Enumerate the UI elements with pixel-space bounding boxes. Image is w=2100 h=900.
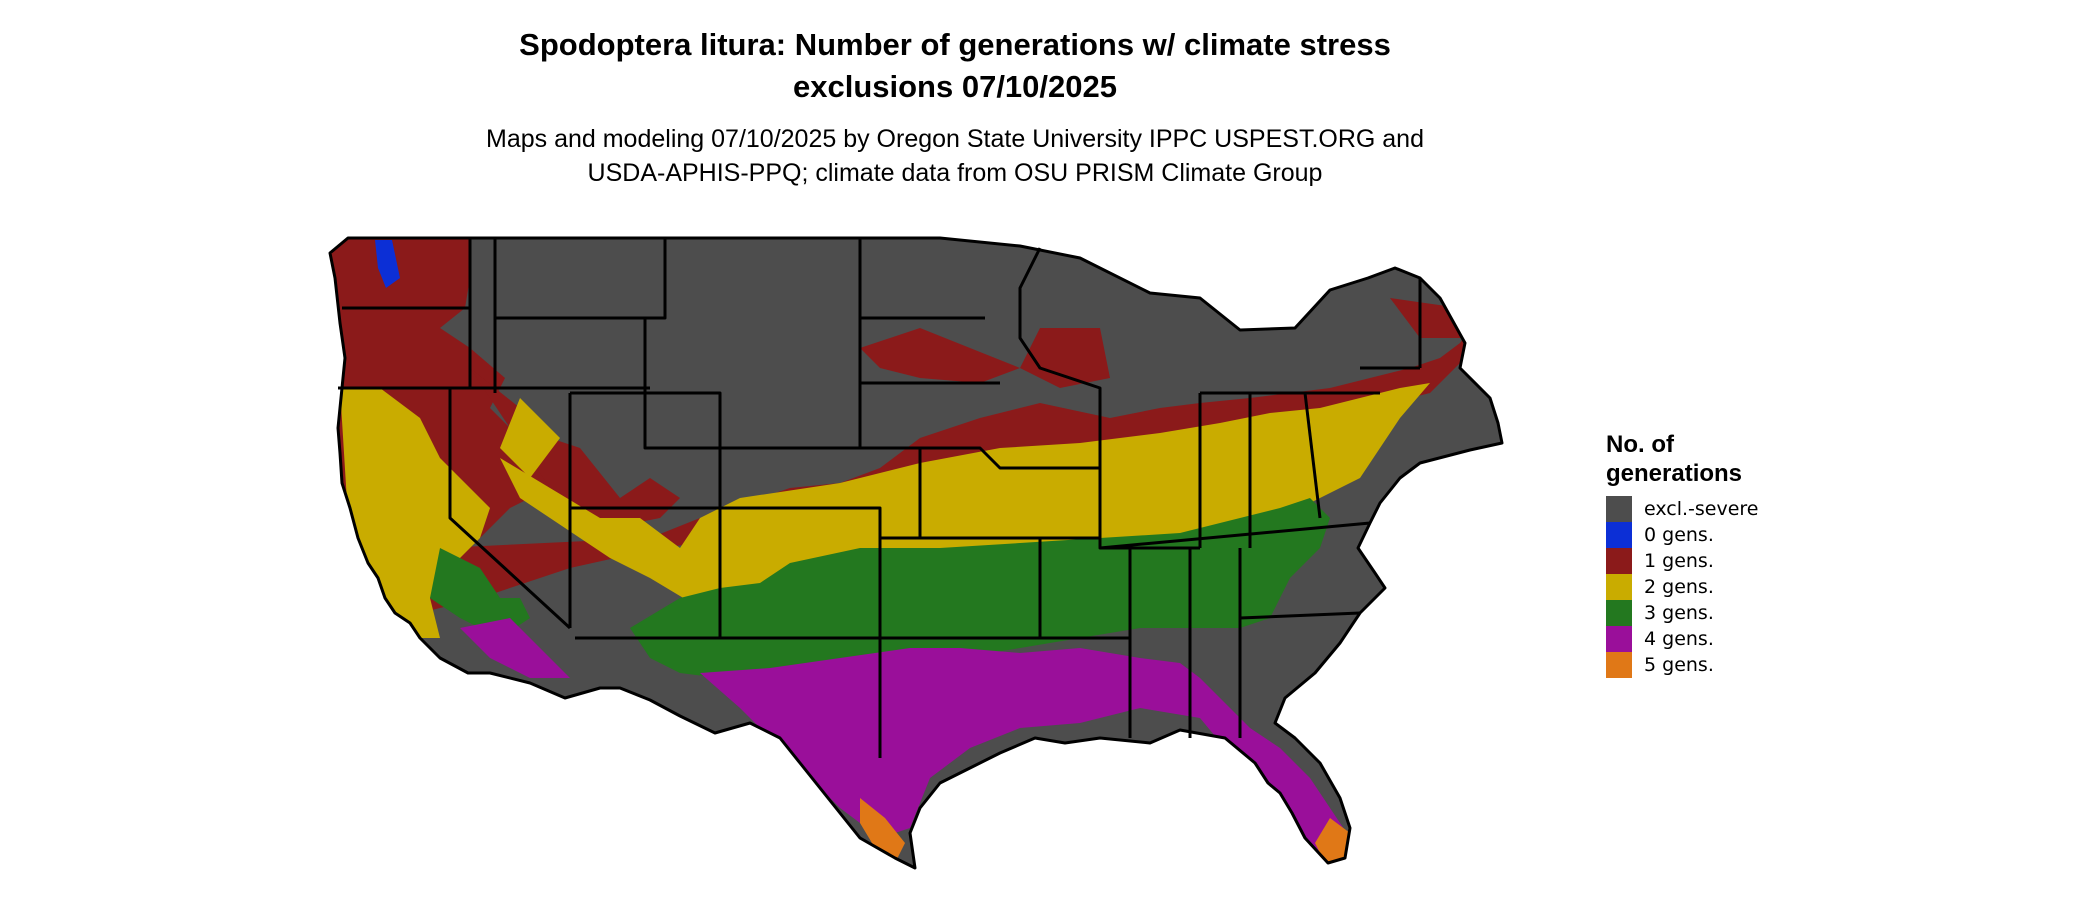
legend-title: No. of generations (1606, 430, 1806, 488)
zone-5-gens-texas (860, 798, 905, 863)
legend-item-3-gens: 3 gens. (1606, 600, 1806, 626)
legend-label: excl.-severe (1644, 498, 1759, 520)
legend-swatch (1606, 496, 1632, 522)
legend-label: 2 gens. (1644, 576, 1714, 598)
legend-title-line-1: No. of (1606, 431, 1674, 458)
us-generations-map (328, 236, 1504, 870)
legend-item-excl-severe: excl.-severe (1606, 496, 1806, 522)
zone-2-gens-utah (500, 398, 560, 478)
legend-title-line-2: generations (1606, 460, 1743, 487)
legend-item-0-gens: 0 gens. (1606, 522, 1806, 548)
legend-swatch (1606, 652, 1632, 678)
state-borders (328, 236, 1504, 870)
legend-item-5-gens: 5 gens. (1606, 652, 1806, 678)
legend-swatch (1606, 522, 1632, 548)
zone-5-gens-florida (1315, 818, 1350, 863)
legend-swatch (1606, 600, 1632, 626)
border-ca-nv (448, 388, 572, 630)
us-outline (328, 236, 1504, 870)
legend-label: 3 gens. (1644, 602, 1714, 624)
legend-item-4-gens: 4 gens. (1606, 626, 1806, 652)
title-line-1: Spodoptera litura: Number of generations… (519, 27, 1391, 62)
zone-3-gens-southwest (430, 548, 530, 638)
border-ga-sc (1239, 611, 1361, 620)
title-line-2: exclusions 07/10/2025 (792, 69, 1117, 104)
subtitle-line-2: USDA-APHIS-PPQ; climate data from OSU PR… (587, 159, 1323, 187)
zone-1-gens-colorado (860, 328, 1020, 383)
generation-zones (330, 238, 1502, 868)
map-title: Spodoptera litura: Number of generations… (0, 24, 1910, 108)
legend-label: 0 gens. (1644, 524, 1714, 546)
legend-label: 5 gens. (1644, 654, 1714, 676)
zone-0-gens-washington (375, 240, 400, 288)
border-arkansas (1038, 538, 1132, 640)
legend-swatch (1606, 626, 1632, 652)
map-subtitle: Maps and modeling 07/10/2025 by Oregon S… (0, 122, 1910, 190)
zone-1-gens-basin (470, 368, 680, 528)
legend-item-2-gens: 2 gens. (1606, 574, 1806, 600)
zone-1-gens-michigan (1020, 328, 1110, 388)
zone-4-gens-arizona (460, 618, 570, 678)
legend-swatch (1606, 574, 1632, 600)
legend-items: excl.-severe 0 gens. 1 gens. 2 gens. 3 g… (1606, 496, 1806, 678)
legend-label: 1 gens. (1644, 550, 1714, 572)
border-mt-wy (495, 238, 667, 320)
legend-label: 4 gens. (1644, 628, 1714, 650)
subtitle-line-1: Maps and modeling 07/10/2025 by Oregon S… (486, 125, 1424, 153)
legend: No. of generations excl.-severe 0 gens. … (1606, 430, 1806, 678)
border-oh-pa (1303, 392, 1322, 519)
border-tn-ky (1099, 521, 1371, 550)
zone-2-gens-central (500, 383, 1430, 618)
legend-swatch (1606, 548, 1632, 574)
legend-item-1-gens: 1 gens. (1606, 548, 1806, 574)
